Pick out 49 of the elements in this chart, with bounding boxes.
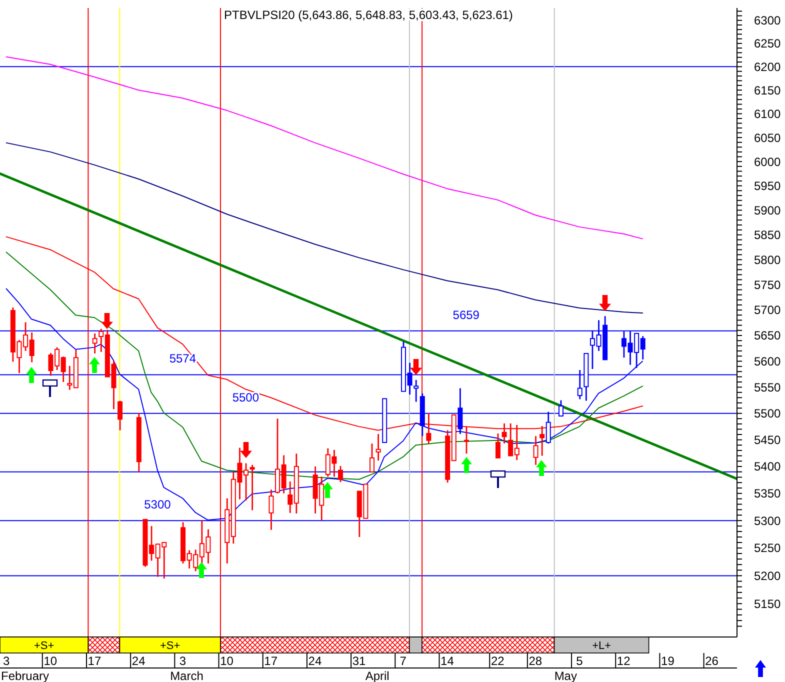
y-tick-label: 5900 xyxy=(754,203,782,218)
x-tick-label: 3 xyxy=(179,654,186,668)
text: +L+ xyxy=(592,640,612,652)
x-tick-label: 5 xyxy=(576,654,584,668)
annotation: 5574 xyxy=(169,352,196,366)
y-tick-label: 5800 xyxy=(754,252,782,267)
y-tick-label: 5150 xyxy=(754,596,782,611)
text: March xyxy=(170,669,204,682)
y-tick-label: 5950 xyxy=(754,178,782,193)
y-tick-label: 5600 xyxy=(754,354,782,368)
annotation: 5500 xyxy=(232,390,260,404)
x-tick-label: 22 xyxy=(490,654,505,668)
y-tick-label: 6150 xyxy=(754,83,782,98)
y-tick-label: 5550 xyxy=(754,380,782,394)
y-tick-label: 6050 xyxy=(754,130,782,145)
y-tick-label: 6100 xyxy=(754,106,782,121)
y-tick-label: 5450 xyxy=(754,433,782,448)
x-tick-label: 31 xyxy=(352,654,366,668)
y-tick-label: 5700 xyxy=(754,303,782,318)
y-tick-label: 5400 xyxy=(754,460,782,474)
x-tick-label: 10 xyxy=(44,654,58,668)
x-tick-label: 24 xyxy=(308,654,322,668)
y-tick-label: 6300 xyxy=(754,14,782,28)
y-tick-label: 5750 xyxy=(754,278,782,292)
y-tick-label: 5350 xyxy=(754,486,782,501)
y-tick-label: 5250 xyxy=(754,541,782,556)
x-tick-label: 19 xyxy=(661,654,675,668)
x-tick-label: 3 xyxy=(2,654,10,668)
x-tick-label: 24 xyxy=(132,654,146,668)
annotation: 5300 xyxy=(144,498,172,512)
x-tick-label: 7 xyxy=(400,654,407,668)
y-tick-label: 5200 xyxy=(754,568,782,583)
x-tick-label: 14 xyxy=(440,654,454,668)
y-tick-label: 5300 xyxy=(754,514,782,528)
annotation: 5659 xyxy=(452,308,480,322)
x-tick-label: 17 xyxy=(88,654,102,668)
y-tick-label: 6200 xyxy=(754,60,782,74)
y-tick-label: 5500 xyxy=(754,406,782,421)
y-tick-label: 5850 xyxy=(754,228,782,242)
y-tick-label: 6250 xyxy=(754,36,782,51)
x-tick-label: 10 xyxy=(220,654,234,668)
x-tick-label: 17 xyxy=(264,654,278,668)
text: +S+ xyxy=(34,640,54,652)
y-tick-label: 5650 xyxy=(754,328,782,343)
y-tick-label: 6000 xyxy=(754,154,782,169)
x-tick-label: 26 xyxy=(705,654,719,668)
x-tick-label: 28 xyxy=(528,654,542,668)
x-tick-label: 12 xyxy=(616,654,631,668)
text: +S+ xyxy=(160,640,180,652)
